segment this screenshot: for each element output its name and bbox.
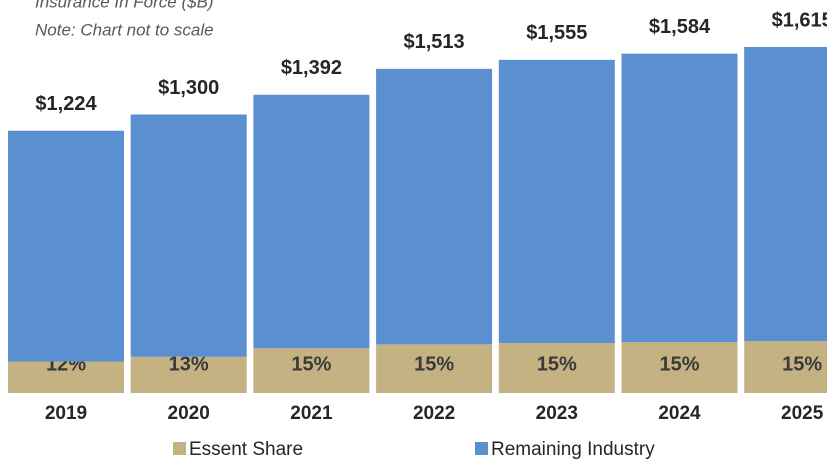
bar-segment <box>8 361 124 393</box>
total-label: $1,224 <box>35 93 97 115</box>
legend-swatch <box>173 442 186 455</box>
bar-segment <box>498 59 615 344</box>
data-label: 15% <box>291 353 331 375</box>
bar-segment <box>498 343 615 393</box>
bar-segment <box>376 68 493 345</box>
total-label: $1,392 <box>281 57 342 79</box>
data-label: 15% <box>659 353 699 375</box>
total-label: $1,513 <box>404 31 465 53</box>
data-label: 15% <box>782 353 822 375</box>
x-tick-label: 2021 <box>290 403 333 424</box>
chart-title: Insurance In Force ($B) <box>35 0 214 11</box>
bar-segment <box>744 341 827 393</box>
chart-subtitle: Note: Chart not to scale <box>35 20 214 39</box>
x-tick-label: 2022 <box>413 403 455 424</box>
bar-segment <box>253 348 370 393</box>
bar-segment <box>130 114 247 357</box>
bar-segment <box>376 344 493 393</box>
legend-swatch <box>475 442 488 455</box>
x-tick-label: 2023 <box>536 403 578 424</box>
bar-segment <box>253 94 370 349</box>
total-label: $1,615 <box>772 9 827 31</box>
x-tick-label: 2024 <box>658 403 701 424</box>
x-tick-label: 2020 <box>168 403 210 424</box>
total-label: $1,555 <box>526 22 587 44</box>
bar-segment <box>744 47 827 342</box>
data-label: 15% <box>537 353 577 375</box>
x-tick-label: 2019 <box>45 403 87 424</box>
legend-label: Remaining Industry <box>491 439 655 460</box>
data-label: 13% <box>169 353 209 375</box>
bar-segment <box>8 130 124 362</box>
x-tick-label: 2025 <box>781 403 824 424</box>
total-label: $1,300 <box>158 77 219 99</box>
total-label: $1,584 <box>649 16 711 38</box>
bar-segment <box>621 342 738 393</box>
bar-segment <box>621 53 738 343</box>
data-label: 15% <box>414 353 454 375</box>
legend-label: Essent Share <box>189 439 303 460</box>
bar-segment <box>130 356 247 393</box>
